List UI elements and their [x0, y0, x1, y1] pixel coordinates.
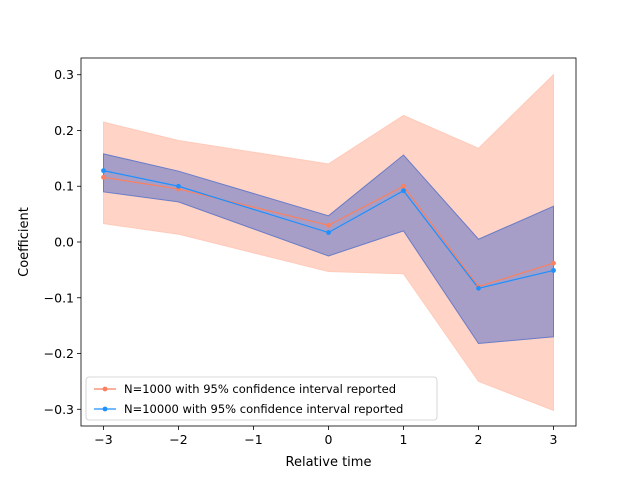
x-tick-label: 0 [325, 432, 333, 447]
legend-box [85, 376, 438, 421]
legend-marker [102, 386, 108, 392]
data-point [101, 174, 106, 180]
y-tick-label: −0.2 [44, 346, 74, 361]
data-point [476, 285, 481, 291]
legend-marker [102, 406, 108, 412]
x-tick-label: 1 [400, 432, 408, 447]
data-point [401, 183, 406, 189]
x-tick-label: 3 [550, 432, 558, 447]
x-tick-label: −1 [244, 432, 262, 447]
legend-label: N=10000 with 95% confidence interval rep… [124, 402, 403, 416]
x-tick-label: −2 [169, 432, 187, 447]
y-tick-label: −0.1 [44, 290, 74, 305]
data-point [326, 222, 331, 228]
y-tick-label: 0.1 [54, 179, 74, 194]
data-point [401, 188, 406, 194]
series-points [101, 168, 556, 291]
y-axis-label: Coefficient [17, 207, 32, 277]
y-tick-label: 0.0 [54, 235, 74, 250]
series-line-2 [103, 170, 554, 289]
y-axis: −0.3 −0.2 −0.1 0.0 0.1 0.2 0.3 [44, 67, 81, 417]
y-tick-label: 0.3 [54, 67, 74, 82]
data-point [326, 230, 331, 235]
series-lines [103, 170, 554, 289]
series-line-1 [103, 176, 554, 288]
x-tick-label: 2 [475, 432, 483, 447]
y-tick-label: −0.3 [44, 402, 74, 417]
y-tick-label: 0.2 [54, 123, 74, 138]
x-axis-label: Relative time [286, 455, 372, 470]
x-tick-label: −3 [94, 432, 112, 447]
legend: N=1000 with 95% confidence interval repo… [85, 376, 438, 421]
x-axis: −3 −2 −1 0 1 2 3 [94, 426, 557, 447]
data-point [101, 168, 106, 174]
confidence-bands [103, 73, 554, 412]
data-point [551, 268, 556, 273]
data-point [551, 260, 556, 266]
data-point [176, 183, 181, 189]
confidence-band-2 [103, 153, 554, 345]
legend-label: N=1000 with 95% confidence interval repo… [124, 382, 396, 396]
